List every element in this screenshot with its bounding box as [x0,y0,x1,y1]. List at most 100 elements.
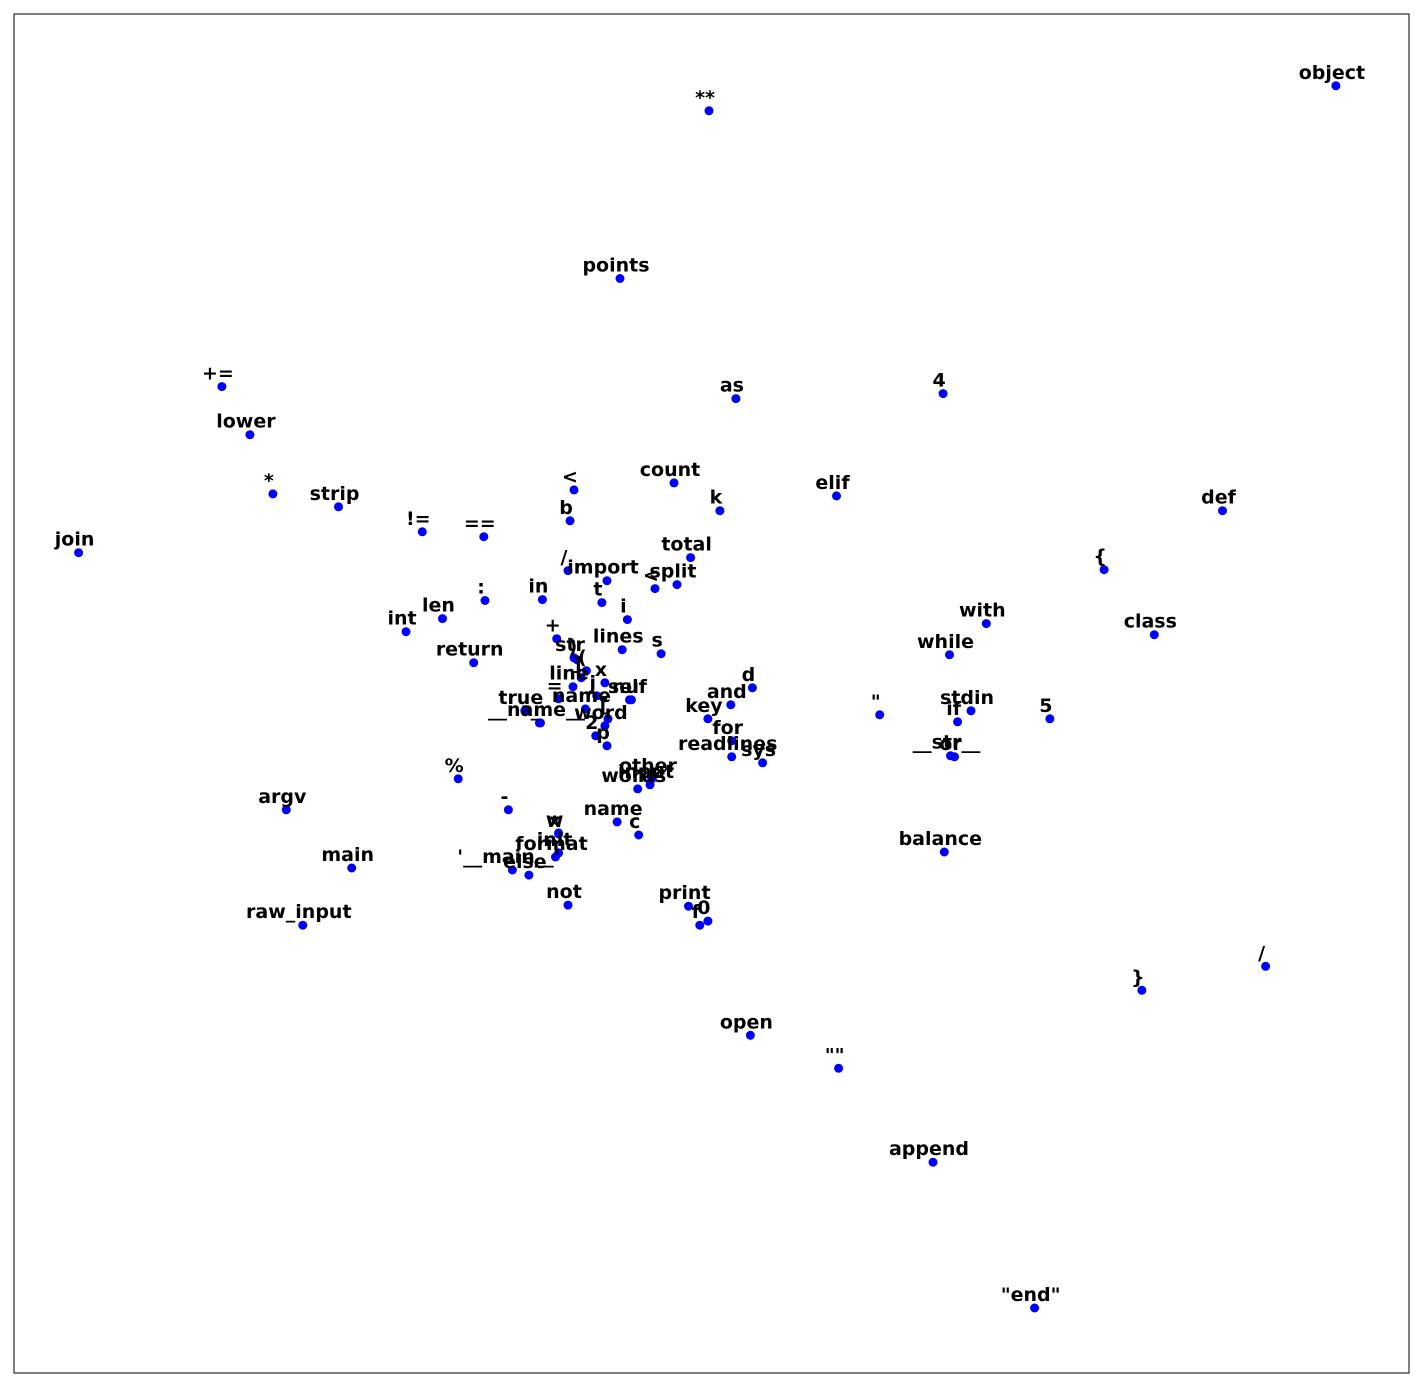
point-label: count [640,459,700,481]
data-point [612,817,622,827]
point-label: readlines [678,733,777,755]
data-point [600,678,610,688]
data-point [950,752,959,762]
point-label: format [515,833,587,855]
point-label: sys [741,739,776,761]
point-label: b [559,497,573,519]
data-point [834,1063,844,1073]
data-point [617,645,627,655]
data-point [74,548,84,558]
data-point [633,784,643,794]
point-label: true [498,687,543,709]
data-point [939,847,949,857]
point-label: self [608,676,648,698]
data-point [245,430,255,440]
data-point [966,706,976,716]
point-label: object [1299,62,1365,84]
data-point [645,780,655,790]
data-point [554,694,564,704]
data-point [554,829,564,839]
data-point [727,736,737,746]
data-point [507,865,517,875]
point-label: def [1201,487,1236,509]
point-label: not [546,881,582,903]
point-label: or [939,733,962,755]
point-label: words [601,765,666,787]
point-label: while [917,631,974,653]
data-point [938,389,948,399]
data-point [1218,506,1227,516]
point-label: ** [695,87,715,109]
point-label: input [618,761,674,783]
point-label: elif [815,472,850,494]
point-label: raw_input [246,901,352,923]
point-label: lines [593,626,644,648]
point-label: strip [310,483,360,505]
point-label: == [464,513,496,535]
data-point [715,506,725,516]
point-label: d [742,664,756,686]
data-point [953,717,963,727]
point-label: ) [569,636,578,658]
point-label: 5 [1039,695,1052,717]
point-label: { [1093,546,1107,568]
point-label: p [596,722,610,744]
data-point [597,598,607,608]
data-point [945,650,954,660]
data-point [1045,714,1055,724]
point-label: t [593,579,602,601]
point-label: class [1124,611,1177,633]
data-point [563,566,573,576]
point-label: x [595,659,607,681]
data-point [524,870,534,880]
point-label: "" [825,1044,845,1066]
data-point [656,649,666,659]
point-label: < [562,466,578,488]
data-point [634,830,644,840]
point-label: int [387,608,416,630]
point-label: % [445,755,464,777]
point-label: len [422,595,455,617]
data-point [576,673,586,683]
data-point [600,721,610,731]
point-label: [ [600,695,609,717]
data-point [503,805,513,815]
point-label: import [567,557,638,579]
point-label: __str__ [913,732,981,754]
data-point [684,901,693,911]
point-label: nu [612,676,639,698]
data-point [669,478,679,488]
point-label: line [549,663,588,685]
data-point [581,666,591,676]
data-point [453,774,463,784]
point-label: split [649,561,696,583]
data-point [591,731,601,741]
data-point [928,1157,938,1167]
data-point [704,106,714,116]
point-label: join [54,529,95,551]
point-label: str [555,634,585,656]
data-point [572,655,582,665]
data-point [417,527,427,537]
point-label: 0 [697,897,710,919]
point-label: w [546,809,564,831]
point-label: lower [216,411,276,433]
point-label: name [584,798,643,820]
data-point [672,580,682,590]
data-point [479,532,489,542]
data-point [695,920,705,930]
data-point [217,382,227,392]
data-point [568,682,578,692]
data-point [580,704,590,714]
point-label: '__main__' [457,846,559,868]
point-label: " [871,691,881,713]
data-point [727,752,737,762]
data-point [401,627,411,637]
point-label: 4 [932,370,945,392]
point-label: if [946,698,962,720]
data-point [625,695,634,705]
point-label: i [620,596,627,618]
data-point [622,615,632,625]
point-label: j [588,672,596,694]
point-label: argv [258,786,307,808]
